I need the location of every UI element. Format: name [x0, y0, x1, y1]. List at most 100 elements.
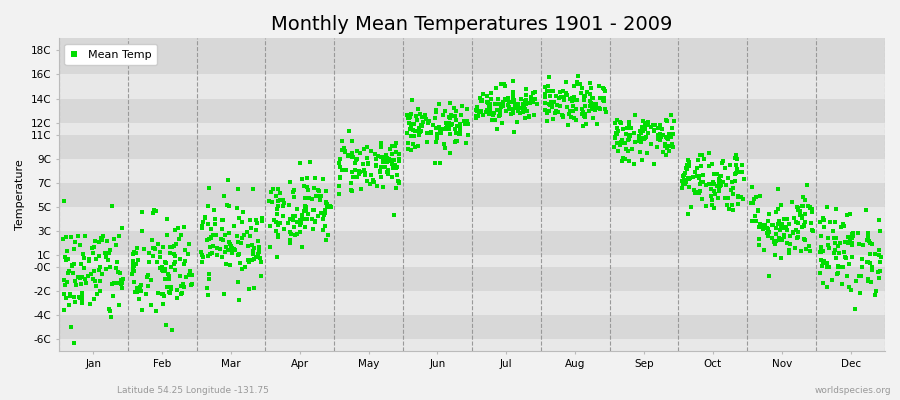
- Mean Temp: [294, 244, 309, 250]
- Mean Temp: [846, 230, 860, 236]
- Mean Temp: [401, 120, 416, 126]
- Mean Temp: [247, 247, 261, 254]
- Mean Temp: [861, 238, 876, 244]
- Mean Temp: [729, 152, 743, 158]
- Mean Temp: [64, 324, 78, 330]
- Mean Temp: [185, 281, 200, 288]
- Mean Temp: [500, 95, 515, 101]
- Mean Temp: [352, 171, 366, 177]
- Mean Temp: [356, 167, 371, 173]
- Mean Temp: [609, 130, 624, 136]
- Bar: [58, 291, 885, 315]
- Mean Temp: [433, 160, 447, 167]
- Mean Temp: [584, 99, 598, 106]
- Mean Temp: [444, 122, 458, 128]
- Mean Temp: [772, 235, 787, 242]
- Mean Temp: [349, 156, 364, 163]
- Mean Temp: [160, 216, 175, 222]
- Mean Temp: [131, 295, 146, 302]
- Mean Temp: [306, 226, 320, 232]
- Mean Temp: [646, 122, 661, 128]
- Mean Temp: [147, 207, 161, 213]
- Mean Temp: [802, 243, 816, 249]
- Mean Temp: [470, 104, 484, 110]
- Mean Temp: [860, 276, 875, 282]
- Mean Temp: [290, 219, 304, 225]
- Mean Temp: [814, 244, 828, 250]
- Mean Temp: [262, 198, 276, 204]
- Mean Temp: [428, 160, 442, 166]
- Mean Temp: [868, 292, 883, 298]
- Mean Temp: [637, 126, 652, 132]
- Mean Temp: [527, 96, 542, 102]
- Mean Temp: [127, 268, 141, 274]
- Mean Temp: [286, 188, 301, 195]
- Mean Temp: [89, 283, 104, 289]
- Mean Temp: [622, 121, 636, 128]
- Mean Temp: [440, 122, 454, 128]
- Mean Temp: [797, 236, 812, 242]
- Mean Temp: [178, 258, 193, 264]
- Mean Temp: [295, 216, 310, 222]
- Mean Temp: [243, 216, 257, 223]
- Mean Temp: [752, 220, 767, 227]
- Mean Temp: [203, 244, 218, 251]
- Mean Temp: [281, 220, 295, 226]
- Mean Temp: [201, 221, 215, 227]
- Mean Temp: [678, 180, 692, 187]
- Mean Temp: [341, 152, 356, 159]
- Mean Temp: [844, 242, 859, 248]
- Mean Temp: [490, 106, 504, 113]
- Mean Temp: [176, 224, 191, 230]
- Mean Temp: [85, 245, 99, 251]
- Mean Temp: [298, 195, 312, 202]
- Mean Temp: [390, 172, 404, 178]
- Mean Temp: [239, 229, 254, 235]
- Mean Temp: [542, 100, 556, 107]
- Bar: [58, 50, 885, 74]
- Mean Temp: [686, 174, 700, 180]
- Mean Temp: [158, 276, 172, 282]
- Mean Temp: [712, 184, 726, 190]
- Mean Temp: [756, 226, 770, 232]
- Mean Temp: [761, 228, 776, 235]
- Mean Temp: [491, 96, 505, 102]
- Mean Temp: [115, 225, 130, 231]
- Mean Temp: [299, 208, 313, 214]
- Mean Temp: [263, 223, 277, 230]
- Mean Temp: [597, 85, 611, 91]
- Mean Temp: [693, 179, 707, 186]
- Mean Temp: [616, 140, 631, 146]
- Mean Temp: [126, 258, 140, 264]
- Mean Temp: [724, 178, 739, 185]
- Mean Temp: [627, 139, 642, 145]
- Mean Temp: [202, 185, 217, 191]
- Mean Temp: [726, 185, 741, 191]
- Mean Temp: [794, 248, 808, 254]
- Mean Temp: [654, 126, 669, 132]
- Mean Temp: [234, 266, 248, 272]
- Mean Temp: [391, 178, 405, 184]
- Mean Temp: [544, 103, 559, 109]
- Mean Temp: [389, 165, 403, 171]
- Mean Temp: [68, 298, 82, 305]
- Mean Temp: [215, 217, 230, 223]
- Mean Temp: [389, 140, 403, 146]
- Mean Temp: [92, 267, 106, 274]
- Mean Temp: [293, 229, 308, 236]
- Mean Temp: [145, 237, 159, 244]
- Mean Temp: [153, 254, 167, 260]
- Mean Temp: [756, 222, 770, 228]
- Mean Temp: [542, 108, 556, 114]
- Mean Temp: [829, 235, 843, 241]
- Mean Temp: [361, 160, 375, 167]
- Title: Monthly Mean Temperatures 1901 - 2009: Monthly Mean Temperatures 1901 - 2009: [271, 15, 672, 34]
- Mean Temp: [585, 104, 599, 110]
- Mean Temp: [251, 238, 266, 244]
- Mean Temp: [196, 254, 211, 260]
- Mean Temp: [345, 154, 359, 161]
- Mean Temp: [369, 182, 383, 189]
- Mean Temp: [288, 213, 302, 219]
- Mean Temp: [517, 105, 531, 111]
- Mean Temp: [429, 139, 444, 145]
